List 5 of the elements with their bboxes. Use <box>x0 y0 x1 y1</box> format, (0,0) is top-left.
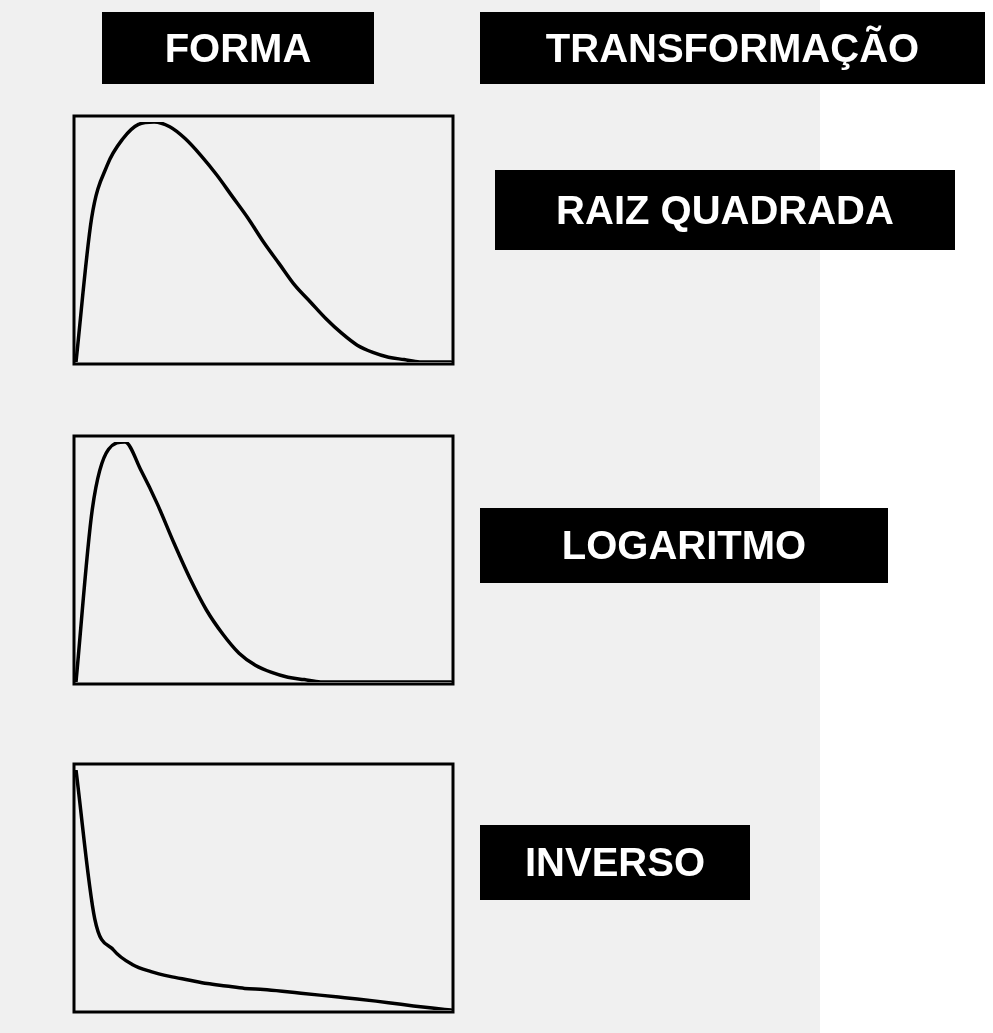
text: LOGARITMO <box>480 508 888 583</box>
text: INVERSO <box>480 825 750 900</box>
text: TRANSFORMAÇÃO <box>480 12 985 84</box>
text: RAIZ QUADRADA <box>495 170 955 250</box>
text: FORMA <box>102 12 374 84</box>
